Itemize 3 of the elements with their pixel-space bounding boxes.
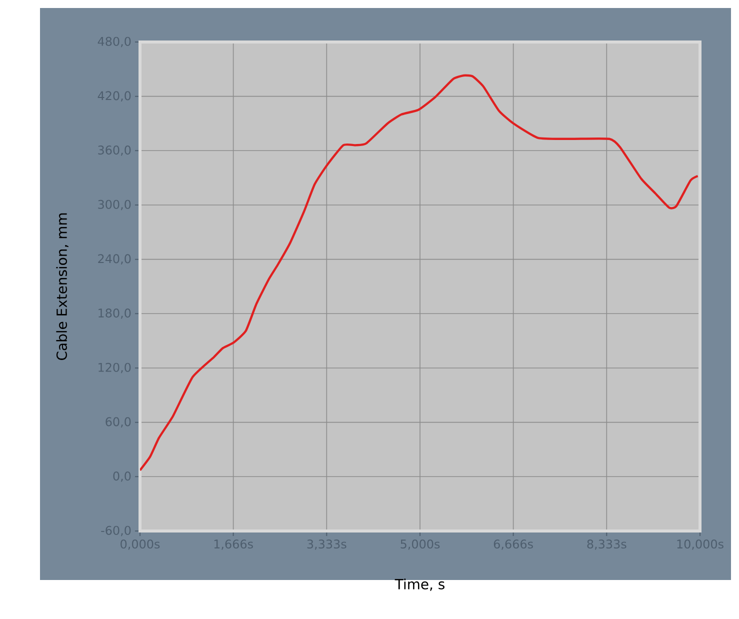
y-axis-title: Cable Extension, mm	[56, 213, 68, 360]
x-axis-title: Time, s	[394, 578, 444, 591]
line-series	[140, 74, 699, 472]
